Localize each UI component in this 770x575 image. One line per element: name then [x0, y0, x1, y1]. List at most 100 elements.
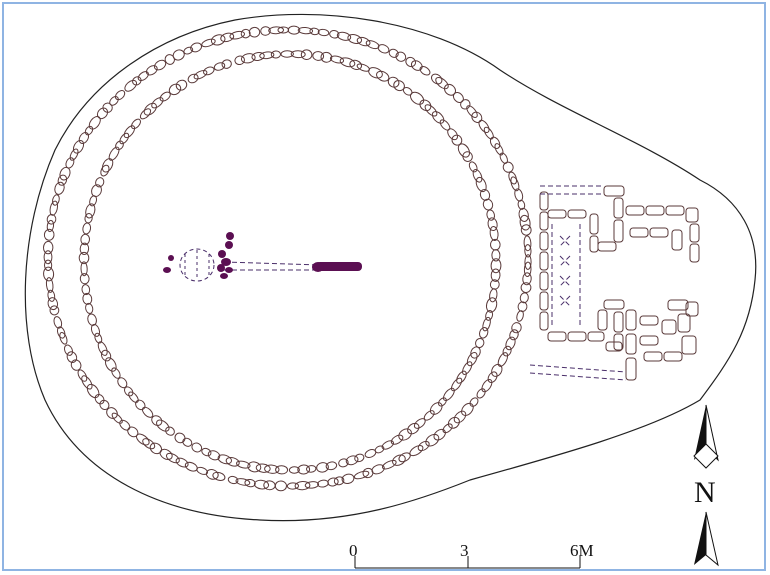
stone: [56, 326, 66, 339]
stone: [260, 26, 271, 36]
stone: [381, 459, 397, 470]
stone: [489, 136, 501, 149]
stone: [108, 146, 120, 161]
stone: [364, 449, 377, 458]
stone: [395, 51, 407, 62]
stone: [485, 309, 494, 321]
stone: [462, 361, 473, 375]
stone: [49, 200, 59, 216]
stone: [388, 48, 399, 58]
stone: [248, 26, 261, 38]
stone: [410, 91, 425, 105]
stone: [309, 27, 320, 36]
stone: [435, 76, 449, 90]
stone: [82, 292, 93, 305]
stone: [235, 478, 251, 486]
stone: [466, 351, 478, 367]
stone: [461, 402, 474, 416]
stone: [519, 214, 531, 231]
stone: [184, 461, 198, 472]
stone: [205, 469, 219, 480]
stone: [225, 457, 240, 467]
stone: [368, 67, 383, 79]
stone: [84, 125, 94, 136]
stone: [79, 242, 90, 255]
stone: [66, 351, 78, 363]
stone: [111, 367, 121, 379]
stone: [210, 34, 226, 46]
stone: [502, 345, 512, 357]
stone: [81, 284, 91, 296]
stone: [63, 344, 74, 356]
stone: [339, 57, 356, 68]
stone: [91, 184, 102, 197]
stone: [236, 460, 251, 469]
stone: [156, 419, 170, 432]
stone: [234, 55, 245, 66]
stone: [286, 482, 299, 490]
stone: [345, 455, 359, 466]
stone: [127, 426, 139, 438]
stone: [132, 76, 142, 86]
stone: [159, 448, 173, 460]
stone: [119, 132, 130, 145]
stone: [425, 433, 440, 447]
stone: [294, 480, 311, 491]
stone: [274, 480, 287, 492]
stone: [520, 224, 532, 236]
stone: [106, 407, 118, 419]
north-label: N: [694, 476, 716, 509]
stone: [124, 79, 137, 92]
stone: [65, 157, 75, 169]
stone: [475, 176, 487, 193]
stone: [417, 440, 430, 452]
stone: [131, 118, 141, 130]
stone: [259, 51, 275, 60]
stone: [470, 346, 481, 359]
north-arrow: N: [693, 404, 719, 567]
stone: [387, 76, 400, 88]
stone: [174, 432, 186, 444]
scale-bar: 0 3 6M: [349, 541, 594, 569]
stone: [523, 235, 532, 252]
stone: [489, 288, 498, 303]
stone: [487, 217, 498, 232]
stone: [451, 134, 463, 146]
stone: [72, 139, 85, 154]
stone: [70, 359, 82, 371]
stone: [43, 250, 53, 265]
stone: [329, 55, 345, 64]
stone: [398, 428, 412, 441]
stone: [196, 466, 209, 475]
stone: [517, 199, 526, 210]
stone: [151, 97, 164, 109]
stone: [46, 219, 55, 233]
stone: [77, 369, 88, 382]
stone: [325, 461, 338, 471]
stone: [90, 323, 101, 337]
stone: [312, 51, 325, 61]
stone: [99, 399, 110, 410]
stone: [85, 203, 96, 219]
stone: [519, 292, 529, 304]
stone: [437, 397, 447, 407]
stone: [424, 104, 438, 117]
stone: [356, 36, 371, 47]
stone: [280, 50, 294, 58]
scale-tick-6m: 6M: [570, 541, 594, 560]
stone: [87, 313, 97, 326]
stone: [275, 465, 289, 475]
stone: [213, 62, 226, 71]
stone: [413, 418, 426, 429]
stone: [430, 73, 443, 85]
stone: [524, 244, 532, 258]
stone: [516, 310, 524, 322]
stone: [135, 399, 146, 411]
stone: [42, 240, 54, 255]
stone: [59, 331, 68, 345]
stone: [115, 140, 124, 151]
stone: [104, 357, 117, 372]
burial-features: [163, 232, 362, 282]
stone: [149, 442, 163, 455]
stone: [82, 222, 92, 235]
